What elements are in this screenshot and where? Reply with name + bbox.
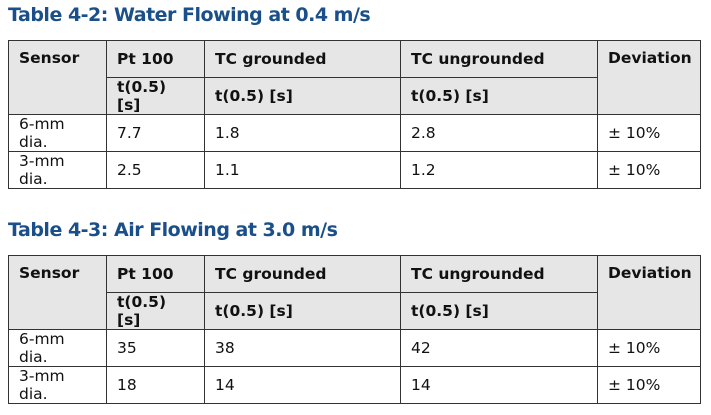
column-header: Pt 100 <box>106 40 205 78</box>
subheader-row: t(0.5) [s] t(0.5) [s] t(0.5) [s] <box>9 77 701 115</box>
column-header: TC grounded <box>204 40 401 78</box>
table-cell: 3-mm dia. <box>8 151 107 189</box>
subheader-row: t(0.5) [s] t(0.5) [s] t(0.5) [s] <box>9 292 701 330</box>
table-row: 6-mm dia. 7.7 1.8 2.8 ± 10% <box>8 114 701 152</box>
subheader-cell: t(0.5) [s] <box>204 292 401 330</box>
column-header: TC ungrounded <box>400 40 598 78</box>
table-row: 6-mm dia. 35 38 42 ± 10% <box>8 329 701 367</box>
table-cell: 42 <box>400 329 598 367</box>
column-header: Pt 100 <box>106 255 205 293</box>
table-cell: 6-mm dia. <box>8 329 107 367</box>
table-cell: 35 <box>106 329 205 367</box>
table-cell: 14 <box>204 366 401 404</box>
subheader-cell: t(0.5) [s] <box>204 77 401 115</box>
column-header: TC grounded <box>204 255 401 293</box>
column-header: Deviation <box>597 40 701 115</box>
table-cell: 1.8 <box>204 114 401 152</box>
table-cell: ± 10% <box>597 151 701 189</box>
table-cell: 2.5 <box>106 151 205 189</box>
table-cell: ± 10% <box>597 366 701 404</box>
table-cell: ± 10% <box>597 329 701 367</box>
table-cell: ± 10% <box>597 114 701 152</box>
subheader-cell: t(0.5) [s] <box>106 77 205 115</box>
header-row: Sensor Pt 100 TC grounded TC ungrounded Devi… <box>8 40 701 115</box>
table-title: Table 4-3: Air Flowing at 3.0 m/s <box>8 219 338 241</box>
table-row: 3-mm dia. 2.5 1.1 1.2 ± 10% <box>8 151 701 189</box>
table-row: 3-mm dia. 18 14 14 ± 10% <box>8 366 701 404</box>
table-cell: 38 <box>204 329 401 367</box>
table-cell: 18 <box>106 366 205 404</box>
response-time-table: Sensor Pt 100 TC grounded TC ungrounded Devi… <box>8 255 701 404</box>
header-row: Sensor Pt 100 TC grounded TC ungrounded Devi… <box>8 255 701 330</box>
subheader-cell: t(0.5) [s] <box>400 77 598 115</box>
column-header: Deviation <box>597 255 701 330</box>
table-cell: 1.1 <box>204 151 401 189</box>
table-title: Table 4-2: Water Flowing at 0.4 m/s <box>8 4 371 26</box>
column-header: TC ungrounded <box>400 255 598 293</box>
column-header: Sensor <box>8 255 107 330</box>
table-cell: 3-mm dia. <box>8 366 107 404</box>
table-cell: 2.8 <box>400 114 598 152</box>
table-cell: 1.2 <box>400 151 598 189</box>
table-cell: 6-mm dia. <box>8 114 107 152</box>
subheader-cell: t(0.5) [s] <box>106 292 205 330</box>
response-time-table: Sensor Pt 100 TC grounded TC ungrounded Devi… <box>8 40 701 189</box>
subheader-cell: t(0.5) [s] <box>400 292 598 330</box>
column-header: Sensor <box>8 40 107 115</box>
table-cell: 14 <box>400 366 598 404</box>
table-cell: 7.7 <box>106 114 205 152</box>
